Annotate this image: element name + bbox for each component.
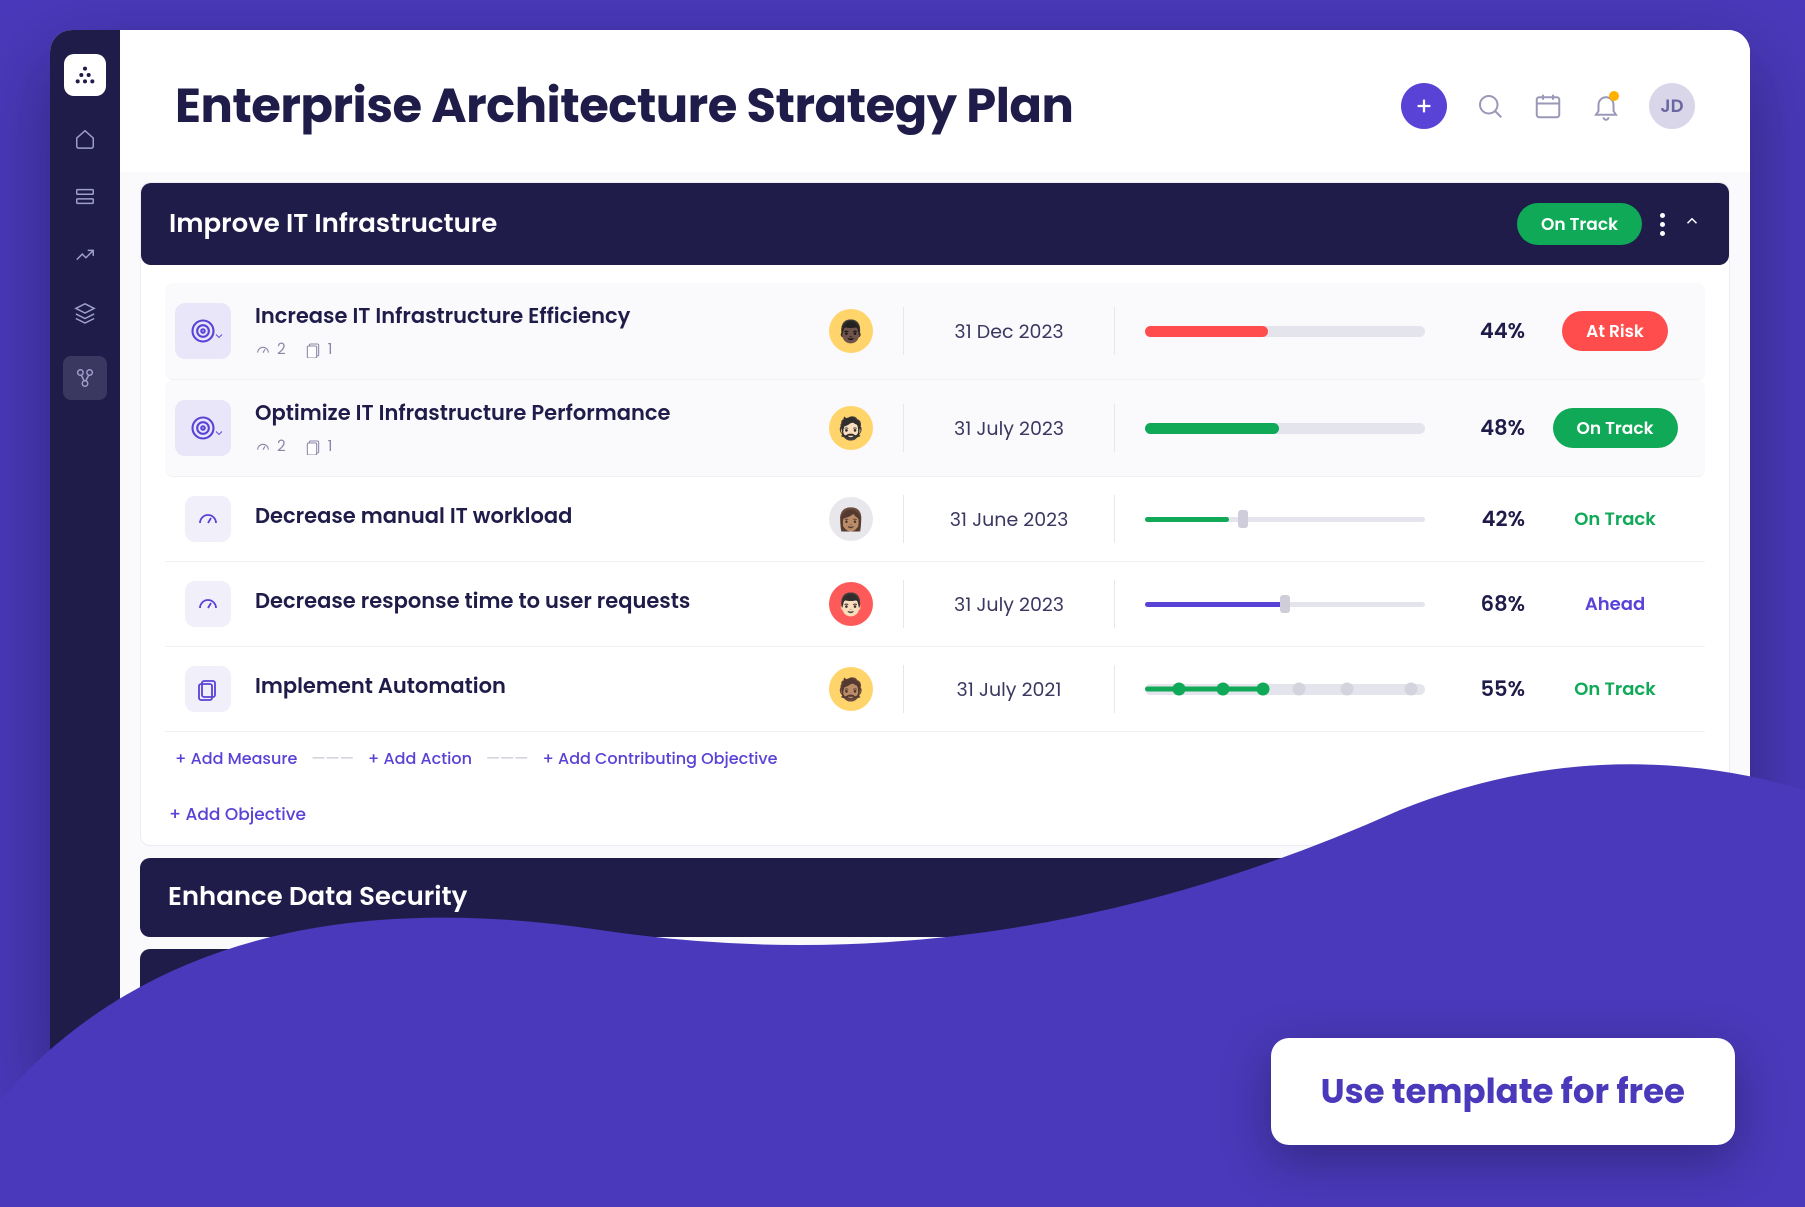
add-link[interactable]: + Add Action [368, 746, 472, 771]
due-date: 31 July 2023 [934, 414, 1084, 443]
progress-bar [1145, 423, 1425, 434]
home-icon[interactable] [70, 124, 100, 154]
add-links-row: + Add Measure———+ Add Action———+ Add Con… [165, 732, 1705, 777]
row-text: Decrease manual IT workload [241, 501, 819, 538]
main-panel: Enterprise Architecture Strategy Plan JD… [120, 30, 1750, 1080]
more-icon[interactable] [1660, 213, 1665, 236]
section-title: Operational Efficiency [168, 969, 1702, 1008]
item-row[interactable]: Optimize IT Infrastructure Performance 21… [165, 380, 1705, 477]
section-title: Improve IT Infrastructure [169, 205, 497, 244]
row-text: Decrease response time to user requests [241, 586, 819, 623]
section-title: Enhance Data Security [168, 878, 1702, 917]
row-text: Increase IT Infrastructure Efficiency 21 [241, 301, 819, 361]
row-meta: 21 [255, 338, 819, 361]
add-objective-link[interactable]: + Add Objective [165, 795, 1705, 837]
logo-icon[interactable] [64, 54, 106, 96]
owner-avatar[interactable]: 👨🏿 [829, 309, 873, 353]
row-status: Ahead [1535, 591, 1695, 618]
percent: 44% [1435, 316, 1525, 347]
item-row[interactable]: Decrease response time to user requests 👨… [165, 562, 1705, 647]
row-title: Increase IT Infrastructure Efficiency [255, 301, 819, 332]
section-body: Increase IT Infrastructure Efficiency21👨… [141, 265, 1729, 795]
bell-icon[interactable] [1591, 91, 1621, 121]
percent: 42% [1435, 504, 1525, 535]
progress-bar [1145, 517, 1425, 522]
section-header[interactable]: Improve IT Infrastructure On Track [141, 183, 1729, 265]
row-text: Optimize IT Infrastructure Performance 21 [241, 398, 819, 458]
due-date: 31 June 2023 [934, 505, 1084, 534]
due-date: 31 Dec 2023 [934, 317, 1084, 346]
sidebar [50, 30, 120, 1080]
doc-icon[interactable] [185, 666, 231, 712]
row-text: Implement Automation [241, 671, 819, 708]
owner-avatar[interactable]: 🧔🏻 [829, 406, 873, 450]
collapse-icon[interactable] [1683, 212, 1701, 237]
list-icon[interactable] [70, 182, 100, 212]
layers-icon[interactable] [70, 298, 100, 328]
row-title: Optimize IT Infrastructure Performance [255, 398, 819, 429]
add-link[interactable]: + Add Measure [175, 746, 297, 771]
progress-bar [1145, 684, 1425, 695]
row-title: Decrease response time to user requests [255, 586, 819, 617]
row-status: On Track [1535, 506, 1695, 533]
percent: 68% [1435, 589, 1525, 620]
target-icon[interactable] [175, 400, 231, 456]
progress-bar [1145, 326, 1425, 337]
owner-avatar[interactable]: 👨🏻 [829, 582, 873, 626]
row-status: On Track [1535, 415, 1695, 441]
app-window: Enterprise Architecture Strategy Plan JD… [50, 30, 1750, 1080]
doc-count: 1 [306, 338, 333, 361]
page-title: Enterprise Architecture Strategy Plan [175, 70, 1073, 142]
cta-button[interactable]: Use template for free [1271, 1038, 1735, 1145]
gauge-count: 2 [255, 435, 286, 458]
due-date: 31 July 2023 [934, 590, 1084, 619]
item-row[interactable]: Increase IT Infrastructure Efficiency 21 👨… [165, 283, 1705, 380]
progress-bar [1145, 602, 1425, 607]
target-icon[interactable] [175, 303, 231, 359]
row-title: Decrease manual IT workload [255, 501, 819, 532]
status-badge: On Track [1517, 203, 1642, 245]
top-actions: JD [1401, 83, 1695, 129]
add-link[interactable]: + Add Contributing Objective [542, 746, 777, 771]
percent: 55% [1435, 674, 1525, 705]
content: Improve IT Infrastructure On Track Incre… [120, 172, 1750, 1080]
gauge-icon[interactable] [185, 496, 231, 542]
add-button[interactable] [1401, 83, 1447, 129]
strategy-icon[interactable] [63, 356, 107, 400]
owner-avatar[interactable]: 🧔🏽 [829, 667, 873, 711]
row-status: At Risk [1535, 318, 1695, 344]
trend-icon[interactable] [70, 240, 100, 270]
section-collapsed[interactable]: Enhance Data Security [140, 858, 1730, 937]
percent: 48% [1435, 413, 1525, 444]
doc-count: 1 [306, 435, 333, 458]
notification-dot [1609, 91, 1619, 101]
gauge-count: 2 [255, 338, 286, 361]
section-collapsed[interactable]: Operational Efficiency [140, 949, 1730, 1028]
row-status: On Track [1535, 676, 1695, 703]
owner-avatar[interactable]: 👩🏽 [829, 497, 873, 541]
topbar: Enterprise Architecture Strategy Plan JD [120, 30, 1750, 172]
row-meta: 21 [255, 435, 819, 458]
item-row[interactable]: Implement Automation 🧔🏽 31 July 2021 55% On … [165, 647, 1705, 732]
gauge-icon[interactable] [185, 581, 231, 627]
item-row[interactable]: Decrease manual IT workload 👩🏽 31 June 202… [165, 477, 1705, 562]
user-avatar[interactable]: JD [1649, 83, 1695, 129]
calendar-icon[interactable] [1533, 91, 1563, 121]
due-date: 31 July 2021 [934, 675, 1084, 704]
section-card: Improve IT Infrastructure On Track Incre… [140, 182, 1730, 846]
row-title: Implement Automation [255, 671, 819, 702]
search-icon[interactable] [1475, 91, 1505, 121]
